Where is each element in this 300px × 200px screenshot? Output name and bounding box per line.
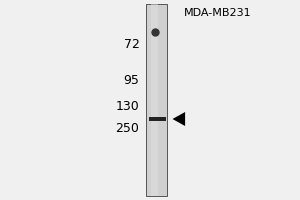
Bar — [149, 117, 166, 121]
Bar — [146, 4, 167, 196]
Text: 95: 95 — [124, 74, 140, 88]
Text: 130: 130 — [116, 100, 140, 114]
Polygon shape — [172, 112, 185, 126]
Text: 72: 72 — [124, 38, 140, 51]
Text: 250: 250 — [116, 122, 140, 136]
Text: MDA-MB231: MDA-MB231 — [184, 8, 251, 18]
Bar — [151, 4, 158, 196]
